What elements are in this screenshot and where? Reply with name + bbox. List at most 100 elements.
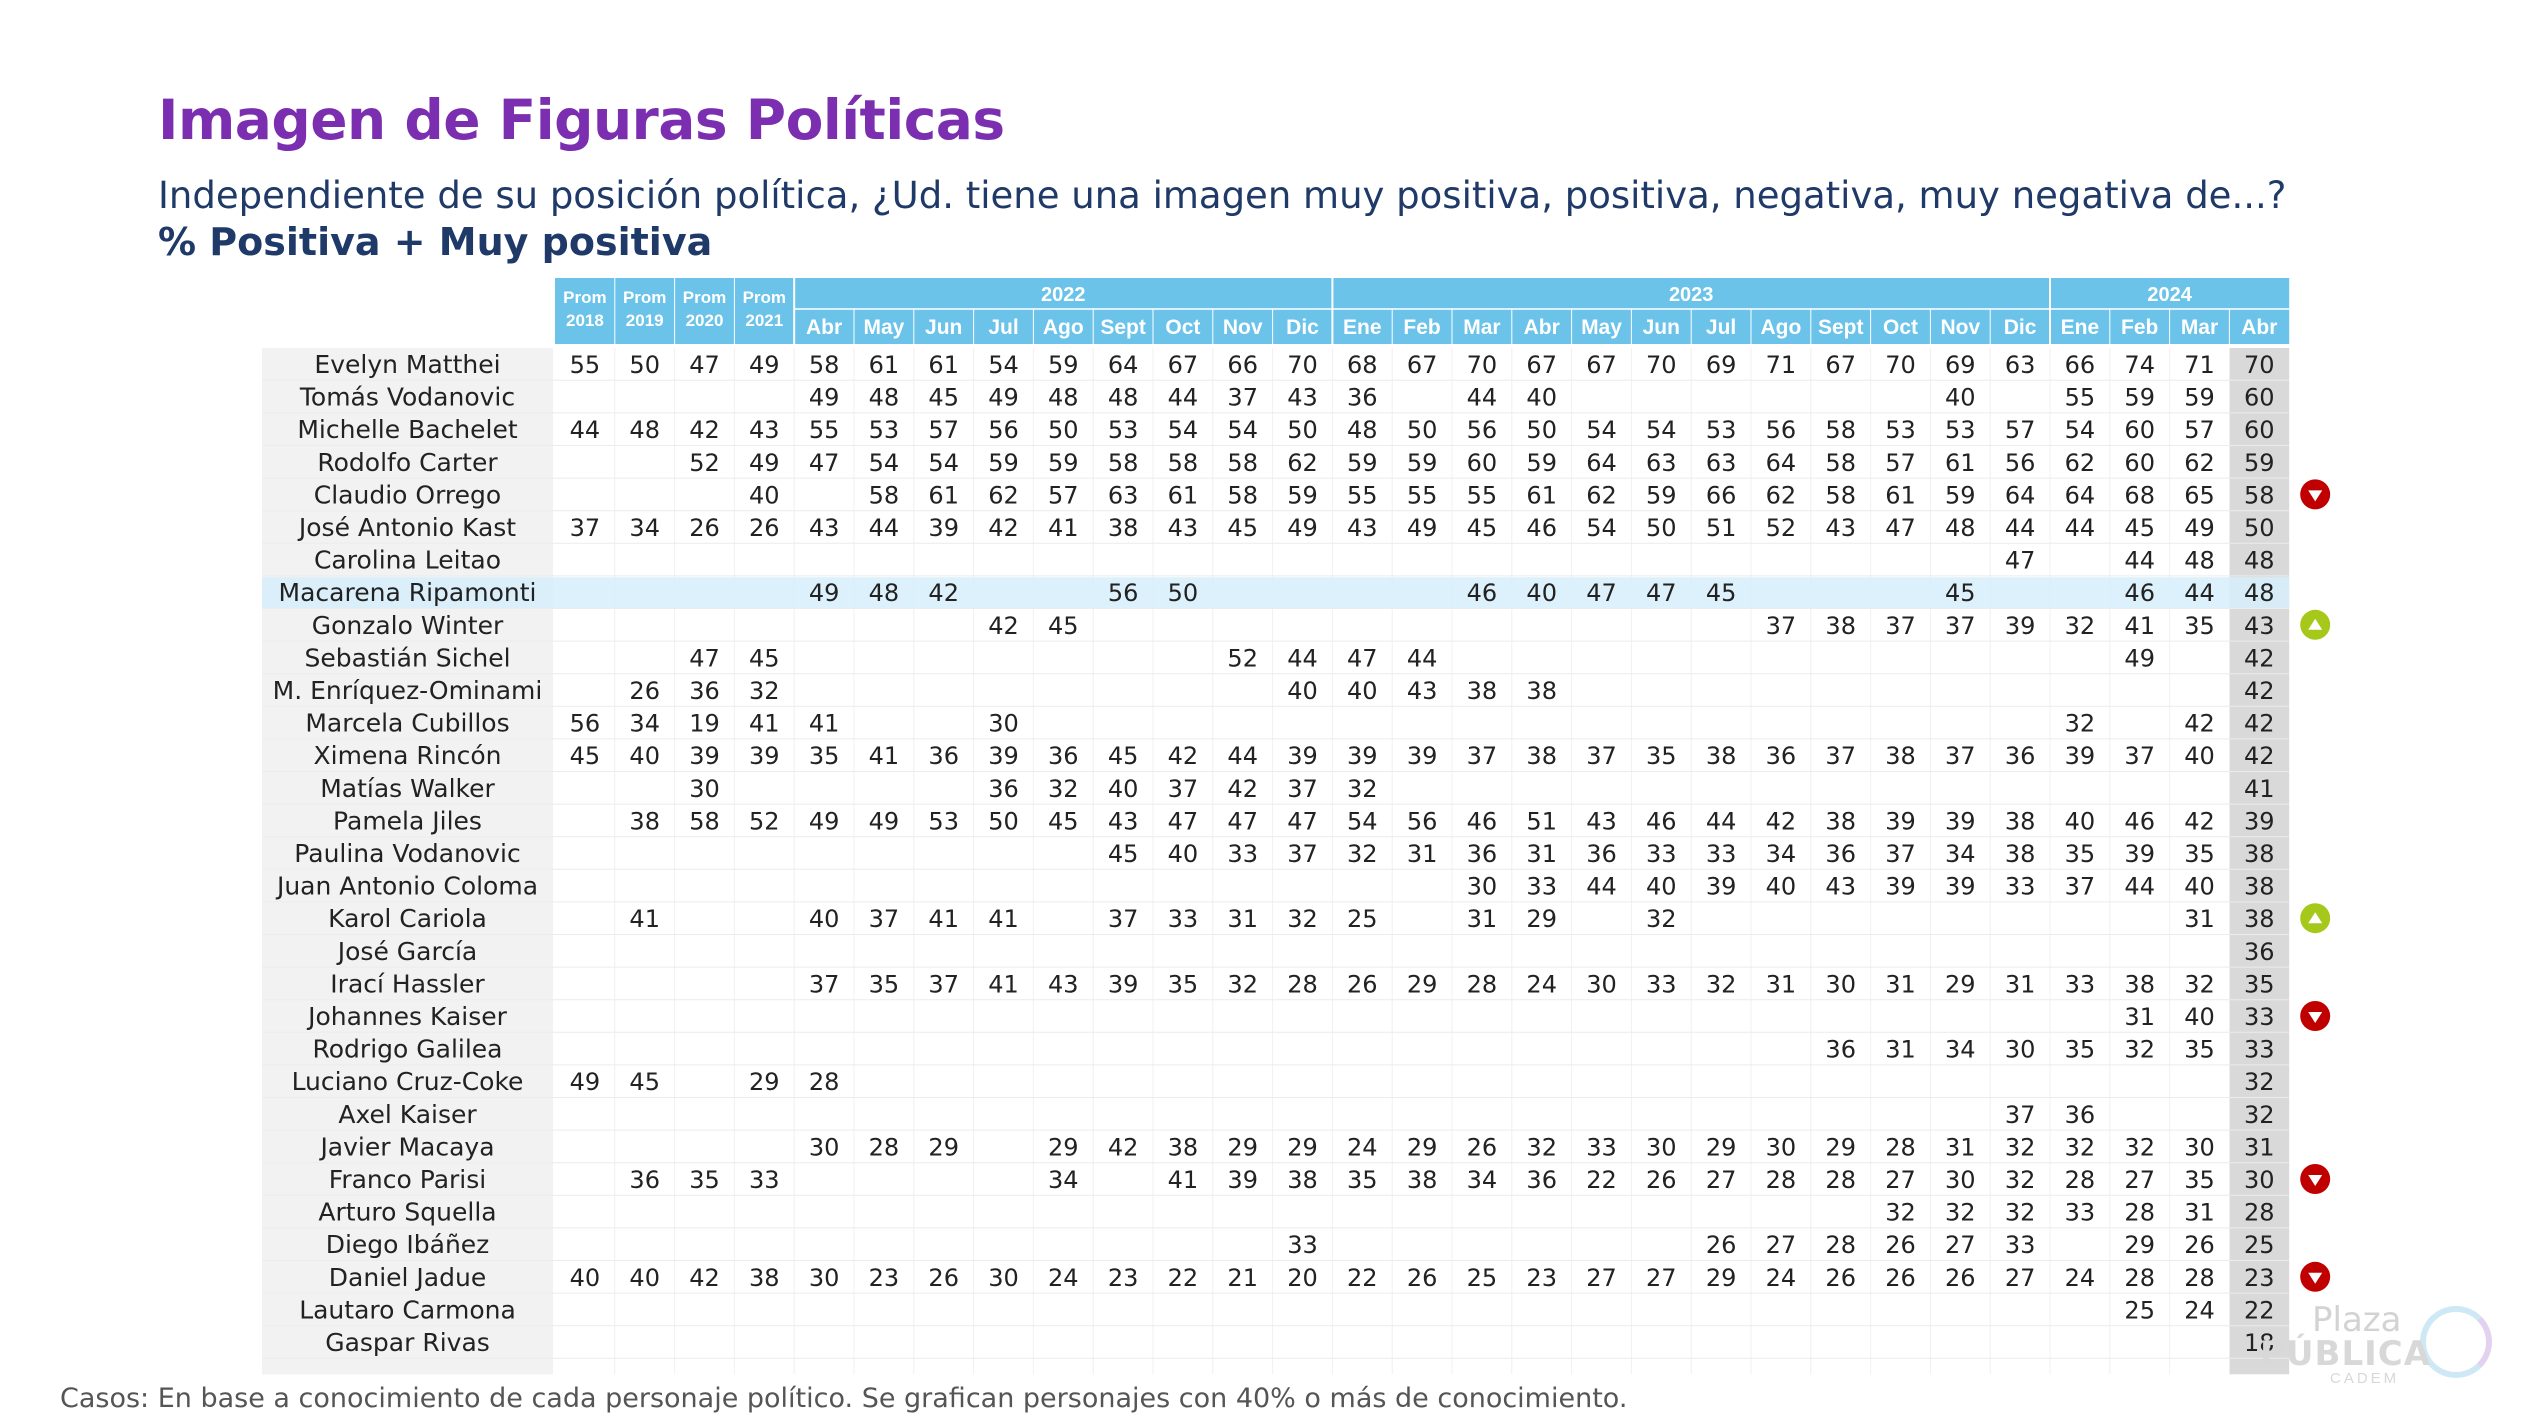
table-cell: 54 bbox=[1168, 416, 1199, 444]
table-cell: 33 bbox=[1526, 873, 1557, 901]
table-cell: 31 bbox=[2124, 1003, 2155, 1031]
table-cell: 23 bbox=[1526, 1264, 1557, 1292]
table-cell: 66 bbox=[1706, 481, 1737, 509]
table-cell: 32 bbox=[1646, 905, 1677, 933]
table-cell: 40 bbox=[2184, 742, 2215, 770]
table-cell: 31 bbox=[1227, 905, 1258, 933]
table-cell: 67 bbox=[1825, 351, 1856, 379]
question-subtitle: Independiente de su posición política, ¿… bbox=[158, 174, 2287, 217]
table-cell: 44 bbox=[2065, 514, 2096, 542]
table-cell: 67 bbox=[1526, 351, 1557, 379]
table-cell: 68 bbox=[2124, 481, 2155, 509]
table-cell: 59 bbox=[1526, 449, 1557, 477]
table-cell: 47 bbox=[1347, 644, 1378, 672]
table-cell: 42 bbox=[1108, 1133, 1139, 1161]
table-cell: 47 bbox=[689, 644, 720, 672]
table-cell: 37 bbox=[1108, 905, 1139, 933]
table-cell: 32 bbox=[1526, 1133, 1557, 1161]
table-cell: 45 bbox=[1227, 514, 1258, 542]
table-cell: 30 bbox=[1586, 970, 1617, 998]
table-cell: 49 bbox=[809, 807, 840, 835]
table-cell: 28 bbox=[2184, 1264, 2215, 1292]
table-cell: 32 bbox=[1885, 1199, 1916, 1227]
table-cell: 41 bbox=[749, 710, 780, 738]
table-cell: 48 bbox=[869, 384, 900, 412]
table-cell: 42 bbox=[2244, 710, 2275, 738]
row-name: Claudio Orrego bbox=[314, 480, 501, 509]
row-name: Evelyn Matthei bbox=[314, 350, 500, 379]
table-cell: 64 bbox=[1586, 449, 1617, 477]
table-cell: 35 bbox=[1646, 742, 1677, 770]
table-cell: 34 bbox=[629, 710, 660, 738]
table-cell: 29 bbox=[1706, 1264, 1737, 1292]
table-cell: 44 bbox=[1407, 644, 1438, 672]
table-cell: 45 bbox=[1048, 807, 1079, 835]
column-header-year: 2019 bbox=[626, 311, 664, 330]
row-name: Daniel Jadue bbox=[329, 1263, 486, 1292]
row-name: Ximena Rincón bbox=[314, 741, 502, 770]
table-cell: 59 bbox=[1048, 449, 1079, 477]
table-cell: 39 bbox=[2124, 840, 2155, 868]
column-header-month: Oct bbox=[1165, 316, 1200, 339]
table-cell: 33 bbox=[2065, 970, 2096, 998]
table-cell: 33 bbox=[2005, 1231, 2036, 1259]
table-cell: 56 bbox=[1467, 416, 1498, 444]
table-cell: 45 bbox=[1108, 840, 1139, 868]
row-name: Juan Antonio Coloma bbox=[275, 872, 538, 901]
table-cell: 38 bbox=[2244, 873, 2275, 901]
table-cell: 33 bbox=[1646, 970, 1677, 998]
table-cell: 61 bbox=[1168, 481, 1199, 509]
table-cell: 58 bbox=[689, 807, 720, 835]
column-header-month: Abr bbox=[806, 316, 842, 339]
table-cell: 44 bbox=[1586, 873, 1617, 901]
table-cell: 29 bbox=[1227, 1133, 1258, 1161]
table-cell: 28 bbox=[1825, 1231, 1856, 1259]
table-cell: 54 bbox=[869, 449, 900, 477]
table-cell: 59 bbox=[1945, 481, 1976, 509]
table-cell: 32 bbox=[2065, 710, 2096, 738]
table-cell: 58 bbox=[1825, 416, 1856, 444]
table-cell: 35 bbox=[869, 970, 900, 998]
table-cell: 43 bbox=[1347, 514, 1378, 542]
table-cell: 33 bbox=[2244, 1003, 2275, 1031]
table-cell: 50 bbox=[629, 351, 660, 379]
table-cell: 41 bbox=[2244, 775, 2275, 803]
table-cell: 44 bbox=[2184, 579, 2215, 607]
table-cell: 63 bbox=[1108, 481, 1139, 509]
table-cell: 61 bbox=[928, 351, 959, 379]
table-cell: 37 bbox=[1885, 840, 1916, 868]
table-cell: 70 bbox=[1646, 351, 1677, 379]
table-cell: 31 bbox=[1885, 970, 1916, 998]
table-cell: 40 bbox=[1287, 677, 1318, 705]
table-cell: 60 bbox=[2124, 416, 2155, 444]
table-cell: 27 bbox=[1766, 1231, 1797, 1259]
table-cell: 38 bbox=[2005, 840, 2036, 868]
table-cell: 24 bbox=[2184, 1296, 2215, 1324]
table-cell: 35 bbox=[1347, 1166, 1378, 1194]
table-cell: 54 bbox=[2065, 416, 2096, 444]
table-cell: 49 bbox=[749, 449, 780, 477]
table-cell: 27 bbox=[2005, 1264, 2036, 1292]
row-name: Irací Hassler bbox=[330, 969, 485, 998]
table-cell: 22 bbox=[1347, 1264, 1378, 1292]
table-cell: 38 bbox=[1287, 1166, 1318, 1194]
table-cell: 39 bbox=[1407, 742, 1438, 770]
table-cell: 41 bbox=[809, 710, 840, 738]
trend-arrow-glyph bbox=[2308, 1175, 2323, 1186]
row-name: Javier Macaya bbox=[318, 1132, 494, 1161]
table-cell: 24 bbox=[1048, 1264, 1079, 1292]
table-cell: 53 bbox=[869, 416, 900, 444]
table-cell: 61 bbox=[1526, 481, 1557, 509]
table-cell: 38 bbox=[1108, 514, 1139, 542]
table-cell: 31 bbox=[2184, 1199, 2215, 1227]
table-cell: 38 bbox=[629, 807, 660, 835]
table-cell: 44 bbox=[1467, 384, 1498, 412]
table-cell: 28 bbox=[1467, 970, 1498, 998]
table-cell: 44 bbox=[1287, 644, 1318, 672]
table-cell: 44 bbox=[1227, 742, 1258, 770]
table-cell: 46 bbox=[1646, 807, 1677, 835]
table-cell: 31 bbox=[1467, 905, 1498, 933]
table-cell: 30 bbox=[1945, 1166, 1976, 1194]
table-cell: 64 bbox=[1108, 351, 1139, 379]
